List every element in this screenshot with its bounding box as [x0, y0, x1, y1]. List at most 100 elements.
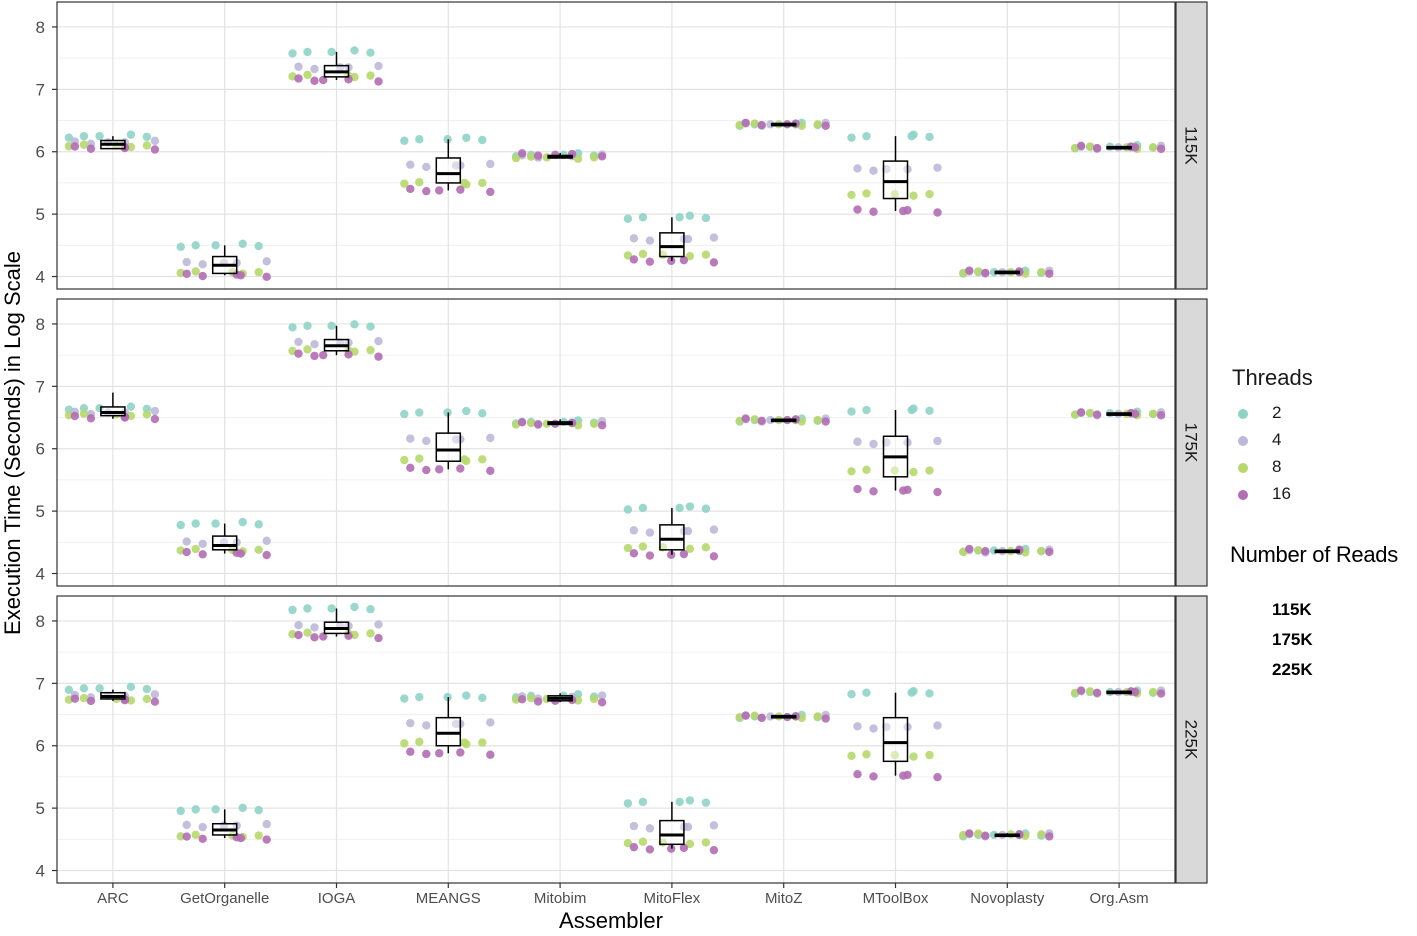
data-point — [701, 213, 711, 223]
boxplot-Org.Asm — [1106, 412, 1132, 416]
panel-border — [56, 298, 1176, 587]
data-point — [262, 835, 271, 844]
data-point — [869, 207, 878, 216]
data-point — [679, 843, 689, 853]
y-tick-label: 7 — [36, 674, 45, 693]
data-point — [890, 750, 899, 760]
data-point — [1156, 411, 1166, 420]
data-point — [238, 803, 247, 813]
data-point — [198, 539, 207, 549]
data-point — [623, 543, 633, 553]
data-point — [709, 233, 719, 242]
data-point — [435, 749, 444, 758]
data-point — [899, 486, 908, 495]
data-point — [400, 136, 409, 145]
data-point — [478, 455, 487, 464]
data-point — [623, 838, 633, 848]
legend-item-threads-2: 2 — [1222, 401, 1417, 428]
data-point — [176, 806, 185, 816]
data-point — [70, 142, 80, 151]
data-point — [1148, 687, 1158, 697]
data-point — [847, 690, 856, 699]
data-point — [294, 349, 303, 358]
data-point — [288, 49, 297, 58]
data-point — [366, 629, 375, 638]
data-point — [310, 351, 319, 361]
data-point — [1085, 687, 1095, 696]
data-point — [701, 250, 711, 259]
data-point — [1045, 547, 1054, 557]
data-point — [847, 407, 856, 416]
data-point — [1076, 686, 1086, 695]
boxplot-Org.Asm — [1106, 145, 1132, 150]
data-point — [486, 750, 495, 759]
data-point — [70, 411, 80, 421]
data-point — [415, 692, 424, 702]
data-point — [821, 417, 830, 426]
data-point — [486, 433, 495, 443]
data-point — [925, 189, 934, 199]
data-point — [847, 190, 856, 200]
legend-dot-icon — [1238, 490, 1248, 500]
data-point — [486, 187, 495, 197]
boxplot-GetOrganelle — [211, 245, 238, 276]
data-point — [303, 345, 312, 354]
data-point — [319, 75, 328, 85]
data-point — [462, 133, 471, 142]
data-point — [486, 466, 495, 476]
data-point — [79, 693, 89, 703]
reads-legend-item: 225K — [1272, 660, 1313, 679]
data-point — [853, 722, 862, 731]
data-point — [254, 545, 263, 555]
boxplot-ARC — [100, 136, 126, 150]
data-point — [374, 77, 383, 86]
data-point — [925, 466, 934, 475]
facet-strip-label: 115K — [1182, 126, 1201, 165]
data-point — [191, 830, 200, 840]
data-point — [366, 605, 375, 614]
data-point — [327, 321, 336, 331]
data-point — [813, 712, 822, 721]
data-point — [422, 721, 431, 730]
data-point — [303, 47, 312, 57]
boxplot-GetOrganelle — [211, 523, 238, 554]
data-point — [757, 416, 766, 425]
data-point — [589, 694, 599, 704]
boxplot-Mitobim — [547, 693, 573, 703]
data-point — [862, 131, 871, 141]
x-tick-label: MEANGS — [416, 890, 481, 907]
data-point — [623, 505, 633, 514]
y-tick-label: 6 — [36, 737, 45, 756]
data-point — [1092, 410, 1102, 419]
data-point — [511, 695, 521, 704]
box — [882, 716, 909, 763]
boxplot-IOGA — [323, 51, 350, 80]
data-point — [909, 191, 918, 200]
boxplot-ARC — [100, 392, 126, 419]
data-point — [909, 467, 918, 477]
data-point — [435, 186, 444, 195]
reads-legend: 115K 175K 225K — [1272, 600, 1313, 690]
data-point — [1092, 143, 1102, 153]
data-point — [294, 337, 303, 347]
data-point — [406, 463, 415, 473]
data-point — [422, 186, 431, 196]
threads-legend-title: Threads — [1232, 365, 1313, 390]
data-point — [1037, 830, 1046, 839]
data-point — [853, 484, 862, 494]
data-point — [750, 119, 759, 128]
data-point — [683, 822, 693, 832]
y-tick-label: 5 — [36, 502, 45, 521]
data-point — [79, 684, 89, 693]
data-point — [1131, 409, 1140, 418]
data-point — [645, 236, 655, 245]
data-point — [907, 688, 916, 697]
data-point — [638, 503, 648, 513]
x-tick-label: IOGA — [318, 890, 356, 907]
data-point — [86, 144, 96, 153]
data-point — [890, 466, 899, 475]
data-point — [366, 71, 375, 80]
data-point — [685, 544, 695, 554]
data-point — [679, 255, 689, 265]
data-point — [533, 697, 543, 706]
